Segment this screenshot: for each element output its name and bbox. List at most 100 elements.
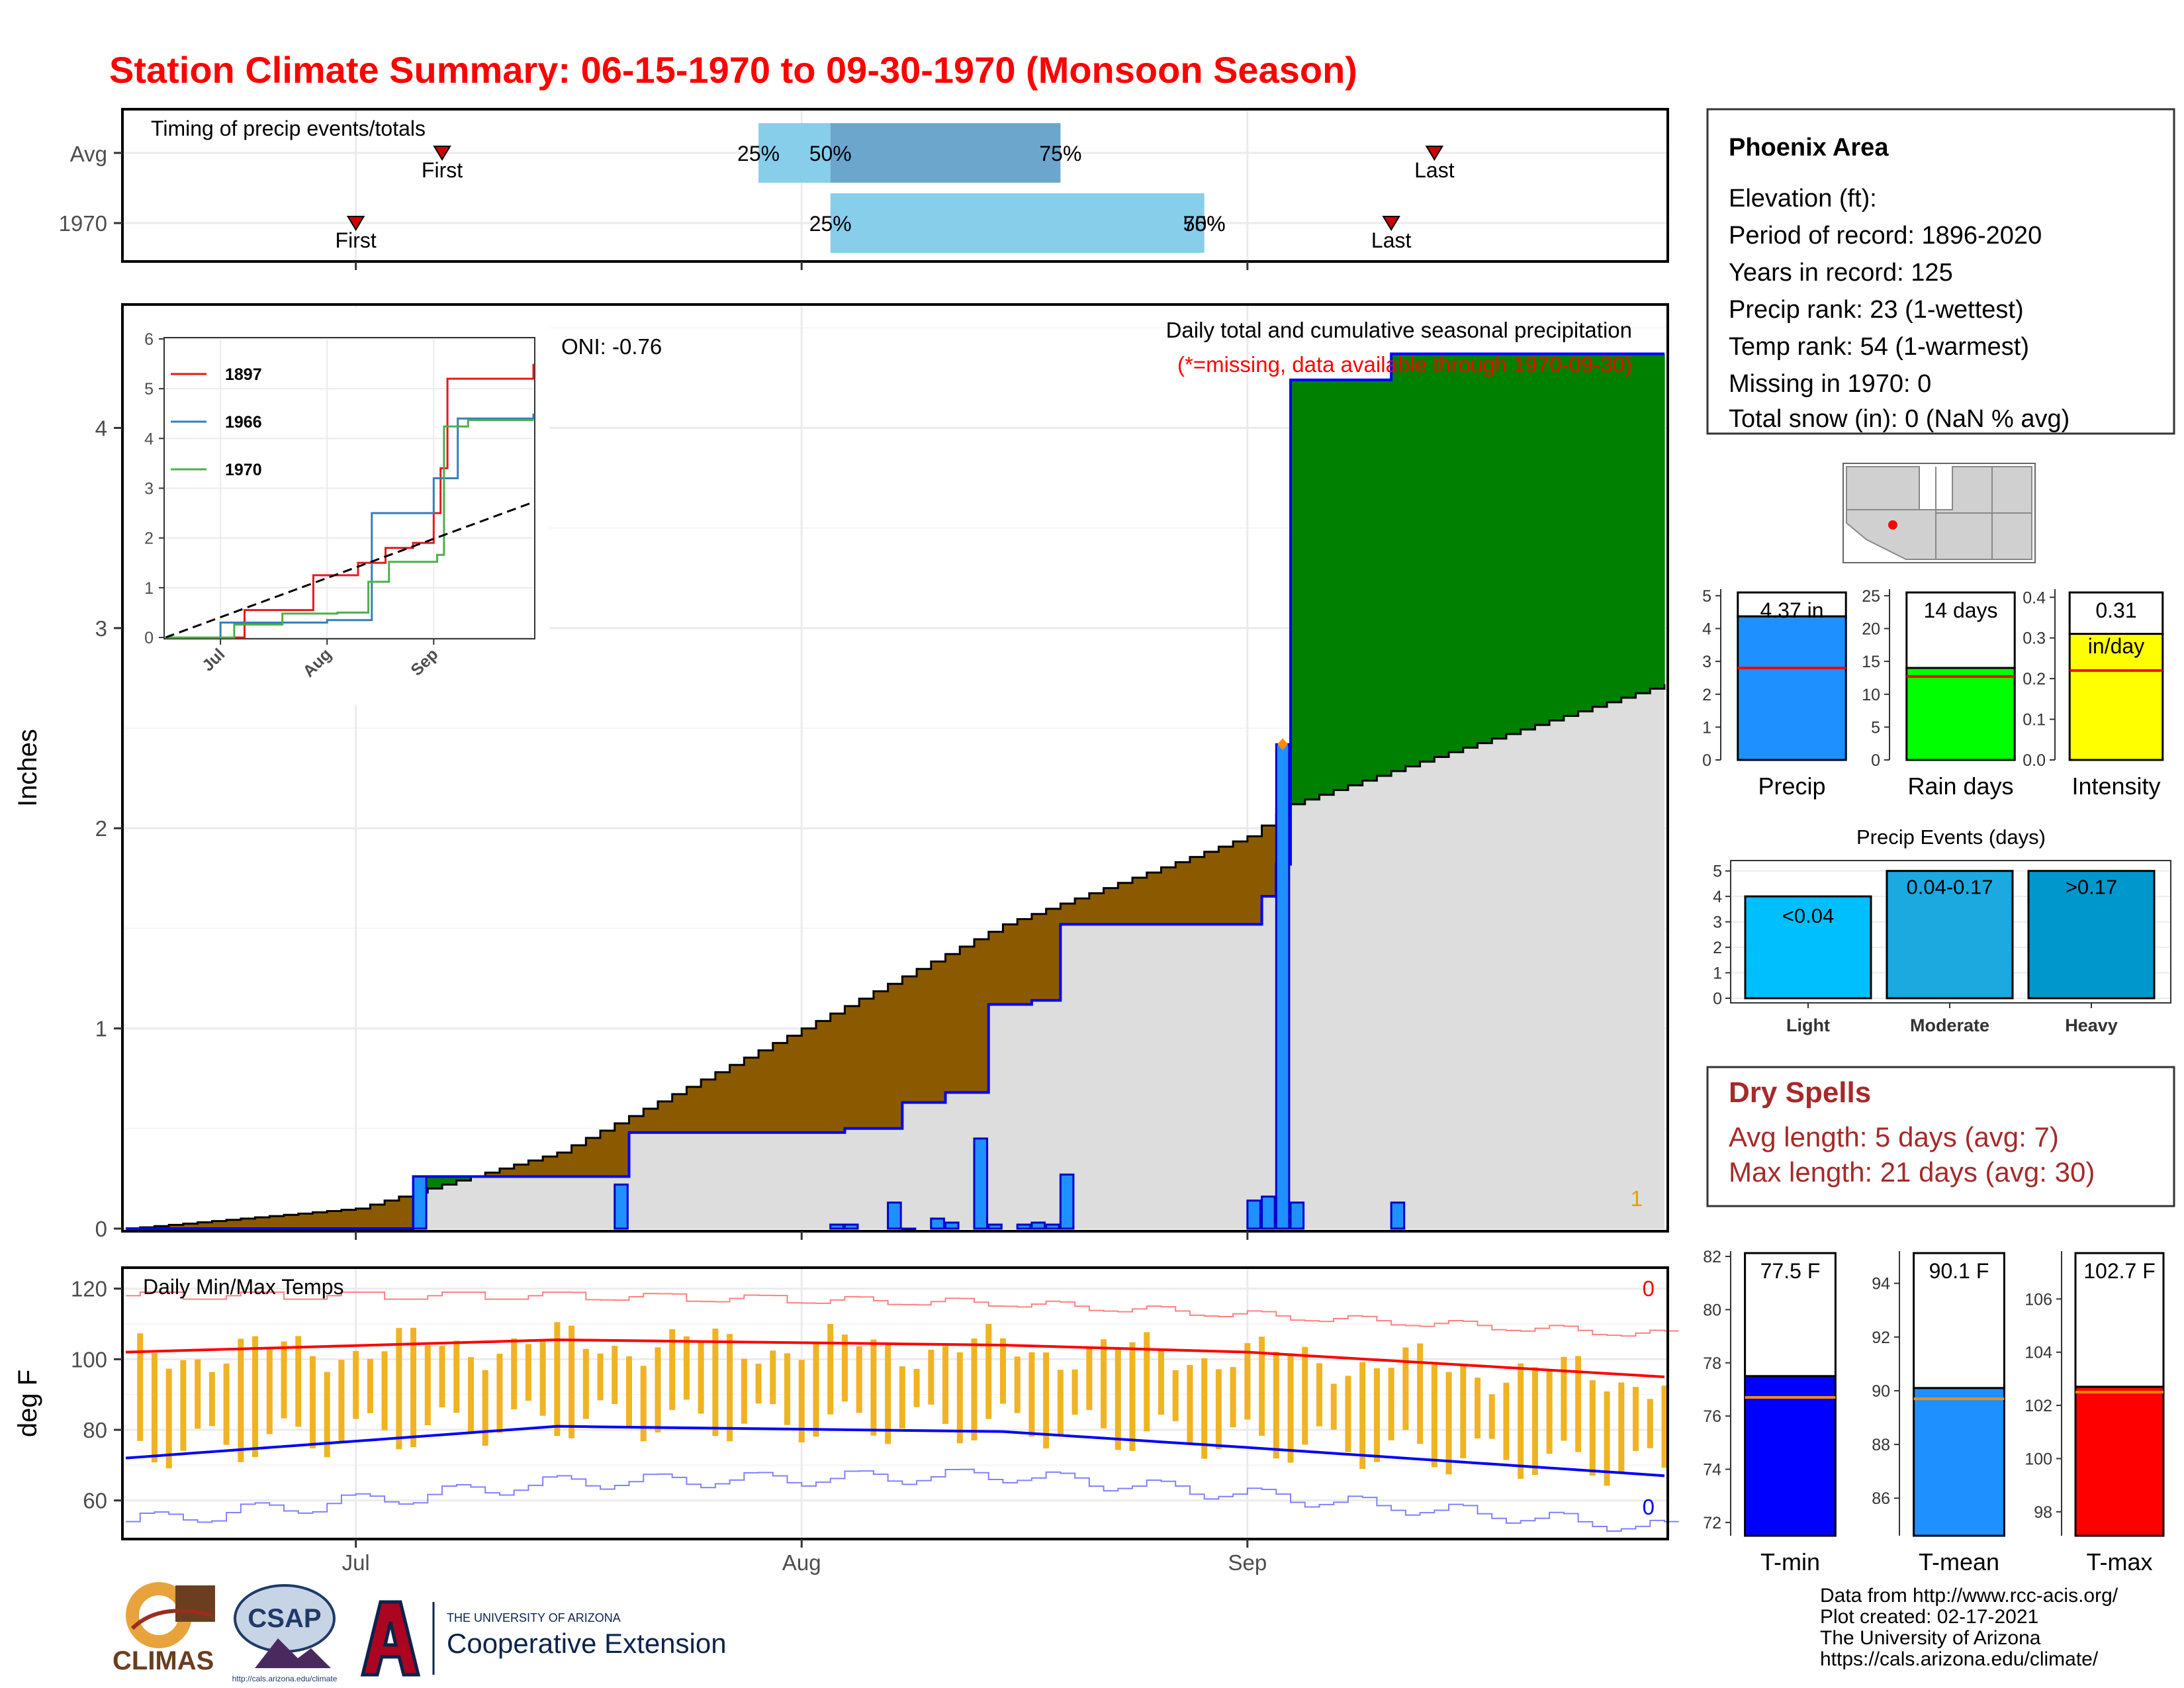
above-average-area <box>1449 353 1464 753</box>
above-average-area <box>1549 353 1565 721</box>
tmax-summary: 98 100 102 104 106 102.7 F T-max <box>2025 1251 2177 1575</box>
below-average-area <box>873 991 889 1129</box>
daily-temp-bar <box>1589 1380 1596 1476</box>
temps-min-count: 0 <box>1643 1495 1655 1519</box>
mini-axis-label: Intensity <box>2071 773 2160 800</box>
above-average-area <box>1650 353 1665 689</box>
above-average-area <box>1621 353 1637 698</box>
station-line: Total snow (in): 0 (NaN % avg) <box>1729 405 2070 433</box>
above-average-area <box>442 1176 457 1185</box>
daily-temp-bar <box>223 1363 230 1445</box>
first-label: First <box>422 158 463 182</box>
daily-temp-bar <box>1230 1367 1236 1428</box>
above-average-area <box>456 1176 472 1181</box>
daily-temp-bar <box>1057 1370 1064 1436</box>
below-average-area <box>887 984 903 1129</box>
daily-precip-bar <box>412 1175 428 1230</box>
main-ytick-label: 1 <box>95 1017 107 1041</box>
daily-precip-bar <box>930 1217 945 1230</box>
dry-spells-box: Dry Spells Avg length: 5 days (avg: 7) M… <box>1706 1066 2175 1207</box>
below-average-area <box>269 1216 285 1229</box>
timing-row-avg: Avg <box>70 142 107 166</box>
mini-ytick-label: 4 <box>1702 620 1711 639</box>
below-average-area <box>312 1212 328 1229</box>
event-category-label: Light <box>1786 1015 1830 1035</box>
inset-line-1966 <box>165 413 535 639</box>
mini-box <box>1913 1252 2005 1389</box>
below-average-area <box>974 939 989 1093</box>
daily-temp-bar <box>511 1338 518 1410</box>
precip-panel: 0 1 2 3 4 Inches ONI: -0.76 Daily total and … <box>13 303 1669 1241</box>
events-ytick-label: 0 <box>1713 990 1722 1008</box>
footer-line: https://cals.arizona.edu/climate/ <box>1820 1648 2099 1670</box>
mini-ytick-label: 0.0 <box>2023 751 2046 770</box>
inset-legend-label: 1966 <box>225 413 262 432</box>
daily-temp-bar <box>1475 1378 1481 1439</box>
mini-ytick-label: 74 <box>1703 1461 1721 1479</box>
above-average-area <box>1463 353 1479 748</box>
average-cumulative-line <box>126 684 1666 1230</box>
above-average-area <box>1607 353 1622 702</box>
daily-temp-bar <box>741 1358 747 1424</box>
daily-temp-bar <box>942 1346 949 1425</box>
max-daily-marker <box>1277 738 1289 751</box>
last-marker <box>1382 216 1400 231</box>
mini-ytick-label: 80 <box>1703 1301 1721 1319</box>
inset-legend-label: 1897 <box>225 365 262 384</box>
mini-ytick-label: 2 <box>1702 686 1711 704</box>
temp-summary-bars: 72 74 76 78 80 82 77.5 F T-min 86 88 90 92 94 90.1 F T… <box>1703 1248 2177 1575</box>
below-average-area <box>1089 893 1105 925</box>
temps-ylabel: deg F <box>13 1370 42 1437</box>
xtick-label: Jul <box>342 1550 370 1575</box>
mini-ytick-label: 0.1 <box>2023 711 2046 729</box>
above-average-area <box>1592 353 1608 707</box>
below-average-area <box>255 1217 270 1229</box>
mini-ytick-label: 94 <box>1872 1275 1890 1293</box>
above-average-area <box>1347 379 1363 786</box>
below-average-area <box>528 1160 543 1177</box>
above-average-area <box>1535 353 1550 726</box>
daily-temp-bar <box>956 1352 963 1444</box>
daily-temp-bar <box>1071 1369 1078 1415</box>
above-average-area <box>1319 379 1334 795</box>
station-line: Missing in 1970: 0 <box>1729 370 1931 398</box>
daily-precip-bar <box>1289 1201 1305 1230</box>
footer-line: The University of Arizona <box>1820 1627 2041 1649</box>
daily-temp-bar <box>1014 1356 1021 1413</box>
cumulative-precip-line <box>126 352 1664 1230</box>
normal-max-line <box>125 1338 1665 1378</box>
mini-ytick-label: 0.4 <box>2023 588 2046 607</box>
event-range-label: >0.17 <box>2066 876 2117 899</box>
xtick-label: Aug <box>782 1550 821 1575</box>
above-average-area <box>1635 353 1651 694</box>
above-average-area <box>1578 353 1593 712</box>
temp-ytick-label: 60 <box>83 1489 107 1513</box>
daily-temp-bar <box>281 1341 287 1419</box>
daily-temp-bar <box>885 1344 891 1444</box>
below-average-area <box>1161 867 1176 925</box>
mini-ytick-label: 5 <box>1702 587 1711 606</box>
daily-temp-bar <box>353 1350 359 1419</box>
daily-precip-bar <box>1261 1196 1276 1230</box>
daily-temp-bar <box>640 1366 647 1442</box>
daily-temp-bar <box>1158 1349 1164 1415</box>
daily-temp-bar <box>626 1356 633 1427</box>
daily-temp-bar <box>396 1328 402 1450</box>
daily-temp-bar <box>669 1329 676 1410</box>
tmean-summary: 86 88 90 92 94 90.1 F T-mean <box>1872 1251 2019 1575</box>
daily-temp-bar <box>1518 1363 1524 1479</box>
mini-value-bar <box>2074 1385 2165 1537</box>
daily-temp-bar <box>770 1350 776 1405</box>
record-min-line <box>126 1468 1679 1532</box>
daily-temp-bar <box>467 1357 474 1434</box>
daily-temp-bar <box>1359 1362 1366 1470</box>
timing-pct-label: 50% <box>1183 212 1226 236</box>
below-average-area <box>744 1057 759 1133</box>
below-average-area <box>657 1101 673 1133</box>
mini-value-label: 0.31 <box>2095 598 2136 622</box>
first-marker <box>346 216 365 231</box>
below-average-area <box>183 1223 199 1229</box>
daily-temp-bar <box>1215 1369 1222 1449</box>
mini-ytick-label: 82 <box>1703 1248 1721 1266</box>
daily-temp-bar <box>1115 1348 1121 1450</box>
